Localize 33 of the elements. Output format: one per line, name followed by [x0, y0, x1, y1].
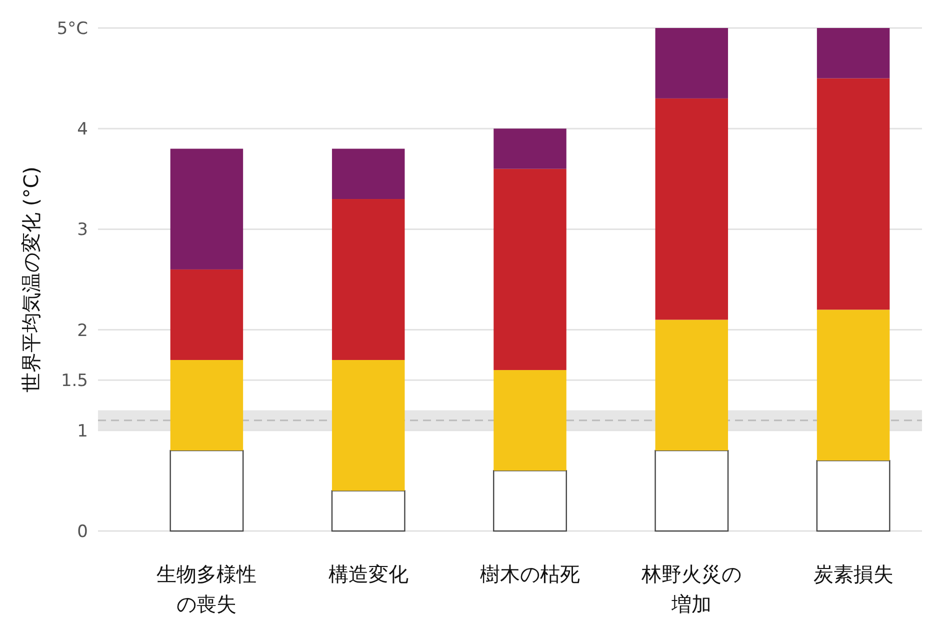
y-axis-title: 世界平均気温の変化 (°C): [19, 166, 43, 392]
y-tick-label: 4: [77, 120, 88, 140]
bar: [494, 370, 566, 471]
bar: [816, 78, 890, 310]
bar: [170, 148, 244, 270]
bar: [493, 470, 567, 532]
y-tick-label: 1: [77, 421, 88, 442]
bar: [816, 28, 890, 78]
bar: [816, 460, 890, 532]
y-tick-label: 3: [77, 220, 88, 240]
y-tick-label: 0: [77, 522, 88, 542]
bar: [332, 360, 405, 491]
y-tick-label: 5°C: [56, 18, 88, 39]
y-tick-label: 1.5: [60, 371, 88, 392]
bar: [331, 490, 406, 532]
bar: [655, 98, 728, 320]
x-tick-label: 樹木の枯死: [480, 562, 580, 586]
bar: [170, 450, 244, 532]
bar: [332, 148, 405, 200]
bar: [332, 199, 405, 360]
x-tick-label: 林野火災の増加: [640, 562, 742, 616]
bar: [816, 310, 890, 461]
bar: [655, 320, 728, 451]
bar: [655, 28, 728, 98]
bar: [494, 168, 566, 370]
x-tick-label: 生物多様性の喪失: [156, 562, 257, 616]
bar: [654, 450, 729, 532]
x-tick-label: 炭素損失: [813, 562, 894, 586]
x-tick-label: 構造変化: [328, 562, 408, 586]
bar: [170, 269, 244, 360]
y-tick-label: 2: [77, 320, 88, 341]
bar: [170, 360, 244, 451]
bar: [494, 128, 566, 169]
